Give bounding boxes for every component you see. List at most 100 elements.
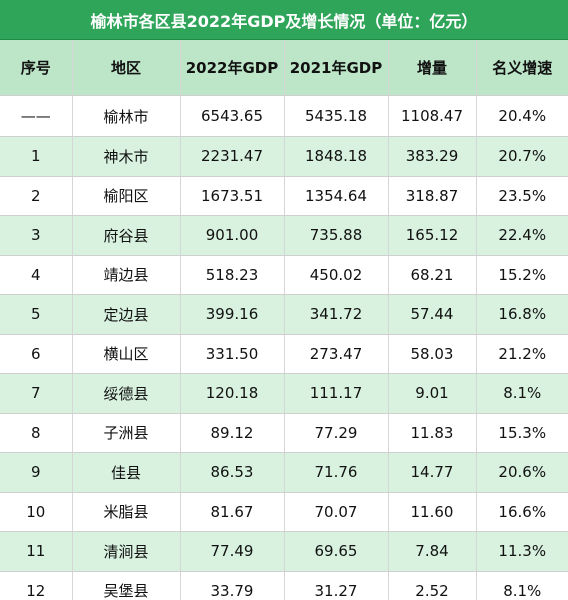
cell-gdp-2021: 735.88 xyxy=(284,215,389,256)
cell-gdp-2021: 5435.18 xyxy=(284,95,389,137)
cell-rank: 5 xyxy=(0,294,73,335)
cell-region: 府谷县 xyxy=(72,215,181,256)
cell-growth: 16.8% xyxy=(476,294,568,335)
header-gdp-2022: 2022年GDP xyxy=(180,40,285,96)
cell-region: 子洲县 xyxy=(72,413,181,453)
table-body: —— 榆林市 6543.65 5435.18 1108.47 20.4% 1 神木市 2231.… xyxy=(0,95,568,600)
cell-rank: 4 xyxy=(0,255,73,295)
cell-gdp-2021: 111.17 xyxy=(284,373,389,414)
cell-rank: 11 xyxy=(0,531,73,572)
cell-increase: 2.52 xyxy=(388,571,477,600)
table-row: 6 横山区 331.50 273.47 58.03 21.2% xyxy=(0,334,568,374)
cell-growth: 22.4% xyxy=(476,215,568,256)
cell-growth: 15.2% xyxy=(476,255,568,295)
cell-rank: 10 xyxy=(0,492,73,532)
cell-region: 榆阳区 xyxy=(72,176,181,216)
cell-gdp-2022: 77.49 xyxy=(180,531,285,572)
cell-increase: 11.60 xyxy=(388,492,477,532)
table-row: 1 神木市 2231.47 1848.18 383.29 20.7% xyxy=(0,136,568,177)
cell-region: 横山区 xyxy=(72,334,181,374)
gdp-table: 序号 地区 2022年GDP 2021年GDP 增量 名义增速 —— 榆林市 654… xyxy=(0,40,568,600)
cell-gdp-2022: 2231.47 xyxy=(180,136,285,177)
cell-gdp-2021: 450.02 xyxy=(284,255,389,295)
cell-increase: 14.77 xyxy=(388,452,477,493)
cell-region: 清涧县 xyxy=(72,531,181,572)
cell-growth: 11.3% xyxy=(476,531,568,572)
cell-gdp-2021: 341.72 xyxy=(284,294,389,335)
cell-gdp-2021: 71.76 xyxy=(284,452,389,493)
cell-gdp-2022: 901.00 xyxy=(180,215,285,256)
cell-region: 靖边县 xyxy=(72,255,181,295)
cell-rank: 8 xyxy=(0,413,73,453)
cell-rank: 1 xyxy=(0,136,73,177)
cell-growth: 8.1% xyxy=(476,373,568,414)
cell-increase: 165.12 xyxy=(388,215,477,256)
cell-gdp-2021: 1354.64 xyxy=(284,176,389,216)
table-row: 7 绥德县 120.18 111.17 9.01 8.1% xyxy=(0,373,568,414)
cell-rank: 12 xyxy=(0,571,73,600)
cell-gdp-2021: 70.07 xyxy=(284,492,389,532)
cell-increase: 7.84 xyxy=(388,531,477,572)
table-row: 10 米脂县 81.67 70.07 11.60 16.6% xyxy=(0,492,568,532)
cell-region: 神木市 xyxy=(72,136,181,177)
table-header: 序号 地区 2022年GDP 2021年GDP 增量 名义增速 xyxy=(0,40,568,96)
cell-increase: 11.83 xyxy=(388,413,477,453)
cell-gdp-2021: 273.47 xyxy=(284,334,389,374)
cell-gdp-2021: 1848.18 xyxy=(284,136,389,177)
cell-gdp-2022: 1673.51 xyxy=(180,176,285,216)
table-row: 8 子洲县 89.12 77.29 11.83 15.3% xyxy=(0,413,568,453)
cell-rank: 9 xyxy=(0,452,73,493)
cell-gdp-2022: 399.16 xyxy=(180,294,285,335)
cell-rank: 7 xyxy=(0,373,73,414)
cell-gdp-2022: 331.50 xyxy=(180,334,285,374)
table-row: 11 清涧县 77.49 69.65 7.84 11.3% xyxy=(0,531,568,572)
cell-increase: 9.01 xyxy=(388,373,477,414)
cell-growth: 20.7% xyxy=(476,136,568,177)
table-row: 5 定边县 399.16 341.72 57.44 16.8% xyxy=(0,294,568,335)
cell-increase: 318.87 xyxy=(388,176,477,216)
cell-gdp-2022: 81.67 xyxy=(180,492,285,532)
cell-increase: 68.21 xyxy=(388,255,477,295)
header-increase: 增量 xyxy=(388,40,477,96)
cell-gdp-2022: 33.79 xyxy=(180,571,285,600)
table-title: 榆林市各区县2022年GDP及增长情况（单位：亿元） xyxy=(0,0,568,40)
cell-rank: 3 xyxy=(0,215,73,256)
cell-growth: 21.2% xyxy=(476,334,568,374)
cell-increase: 1108.47 xyxy=(388,95,477,137)
cell-gdp-2021: 69.65 xyxy=(284,531,389,572)
cell-gdp-2021: 77.29 xyxy=(284,413,389,453)
cell-rank: 6 xyxy=(0,334,73,374)
cell-rank: 2 xyxy=(0,176,73,216)
cell-gdp-2022: 6543.65 xyxy=(180,95,285,137)
cell-region: 米脂县 xyxy=(72,492,181,532)
cell-growth: 20.6% xyxy=(476,452,568,493)
cell-gdp-2022: 120.18 xyxy=(180,373,285,414)
cell-region: 榆林市 xyxy=(72,95,181,137)
cell-gdp-2022: 89.12 xyxy=(180,413,285,453)
table-row: 3 府谷县 901.00 735.88 165.12 22.4% xyxy=(0,215,568,256)
cell-gdp-2022: 86.53 xyxy=(180,452,285,493)
cell-increase: 57.44 xyxy=(388,294,477,335)
header-growth: 名义增速 xyxy=(476,40,568,96)
header-row: 序号 地区 2022年GDP 2021年GDP 增量 名义增速 xyxy=(0,40,568,96)
table-row: 2 榆阳区 1673.51 1354.64 318.87 23.5% xyxy=(0,176,568,216)
table-row: 12 吴堡县 33.79 31.27 2.52 8.1% xyxy=(0,571,568,600)
table-row: 9 佳县 86.53 71.76 14.77 20.6% xyxy=(0,452,568,493)
header-rank: 序号 xyxy=(0,40,73,96)
table-row: —— 榆林市 6543.65 5435.18 1108.47 20.4% xyxy=(0,95,568,137)
cell-growth: 23.5% xyxy=(476,176,568,216)
cell-increase: 58.03 xyxy=(388,334,477,374)
cell-region: 绥德县 xyxy=(72,373,181,414)
cell-growth: 8.1% xyxy=(476,571,568,600)
cell-gdp-2021: 31.27 xyxy=(284,571,389,600)
cell-growth: 15.3% xyxy=(476,413,568,453)
cell-growth: 16.6% xyxy=(476,492,568,532)
cell-region: 定边县 xyxy=(72,294,181,335)
cell-gdp-2022: 518.23 xyxy=(180,255,285,295)
cell-growth: 20.4% xyxy=(476,95,568,137)
cell-region: 吴堡县 xyxy=(72,571,181,600)
table-row: 4 靖边县 518.23 450.02 68.21 15.2% xyxy=(0,255,568,295)
cell-region: 佳县 xyxy=(72,452,181,493)
cell-rank: —— xyxy=(0,95,73,137)
